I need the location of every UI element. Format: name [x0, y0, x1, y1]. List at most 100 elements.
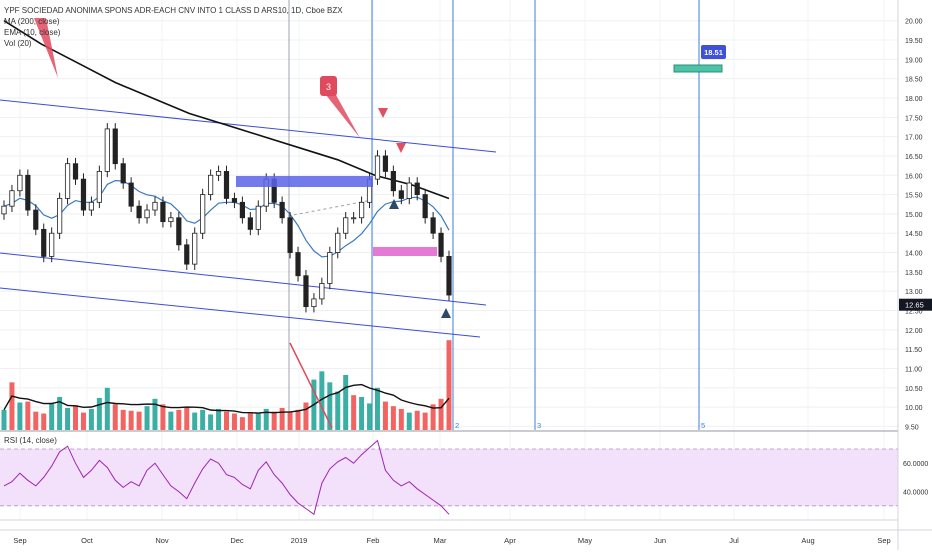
rsi-band [0, 449, 898, 506]
candle-body [358, 201, 365, 219]
candle-body [239, 201, 245, 219]
target-zone-rect [673, 64, 723, 73]
volume-bar [112, 404, 118, 430]
volume-bar [406, 412, 412, 430]
volume-bar [446, 340, 452, 430]
volume-bar [327, 382, 333, 430]
volume-bar [128, 410, 134, 430]
candle-body [49, 232, 55, 257]
candle-body [200, 194, 206, 234]
volume-bar [49, 403, 55, 430]
volume-bar [1, 409, 7, 430]
volume-bar [73, 405, 79, 430]
candle-body [374, 155, 381, 180]
price-tick-label: 13.50 [905, 270, 923, 277]
volume-bar [414, 410, 420, 430]
candle-body [335, 232, 341, 253]
down-arrow [396, 143, 406, 153]
volume-bar [192, 412, 198, 430]
volume-bar [247, 413, 253, 430]
symbol-title: YPF SOCIEDAD ANONIMA SPONS ADR-EACH CNV … [4, 6, 343, 15]
candle-body [25, 174, 31, 211]
marker-number: 5 [701, 421, 705, 430]
candle-body [160, 201, 166, 223]
candle-body [33, 209, 39, 230]
indicator-ema[interactable]: EMA (10, close) [4, 28, 61, 37]
rsi-series [3, 439, 450, 516]
volume-bar [104, 387, 110, 430]
volume-bar [184, 407, 190, 430]
volume-bar [168, 411, 174, 430]
marker-number: 2 [455, 421, 459, 430]
volume-bar [136, 411, 142, 430]
time-tick-label: Feb [367, 536, 380, 545]
volume-bar [33, 411, 39, 430]
target-label: 18.51 [704, 48, 723, 57]
price-tick-label: 10.00 [905, 405, 923, 412]
price-tick-label: 19.00 [905, 57, 923, 64]
channel-line [0, 287, 481, 338]
price-tick-label: 18.50 [905, 77, 923, 84]
volume-bar [438, 398, 444, 430]
candle-body [88, 201, 95, 211]
price-tick-label: 16.00 [905, 173, 923, 180]
price-tick-label: 20.00 [905, 19, 923, 26]
candle-body [168, 217, 174, 223]
time-tick-label: Jul [729, 536, 739, 545]
channel-line [0, 99, 497, 153]
volume-bar [343, 375, 349, 430]
volume-bar [208, 414, 214, 430]
price-tick-label: 17.00 [905, 135, 923, 142]
volume-bar [88, 408, 94, 430]
candle-body [398, 190, 404, 199]
callout-pointer [326, 95, 360, 138]
candle-body [136, 205, 142, 219]
rsi-tick-label: 60.0000 [903, 461, 928, 468]
channel-line [0, 252, 487, 306]
volume-bar [359, 397, 365, 430]
candle-body [152, 201, 158, 211]
volume-bar [255, 412, 261, 430]
time-tick-label: Aug [801, 536, 814, 545]
diagonal-pointer [289, 342, 333, 429]
candle-body [351, 217, 357, 220]
candle-body [446, 256, 452, 296]
rsi-pane [0, 439, 898, 521]
price-tick-label: 14.00 [905, 251, 923, 258]
dashed-trend [287, 199, 373, 217]
volume-bar [9, 382, 15, 430]
price-tick-label: 12.00 [905, 328, 923, 335]
rsi-title[interactable]: RSI (14, close) [4, 436, 57, 445]
candle-body [144, 209, 150, 219]
candle-body [64, 163, 71, 199]
volume-bar [390, 406, 396, 430]
volume-bar [176, 409, 182, 430]
grid [0, 0, 898, 520]
candle-body [176, 217, 182, 246]
rsi-tick-label: 40.0000 [903, 490, 928, 497]
ma200-series [3, 20, 450, 200]
candle-body [430, 217, 436, 234]
volume-bar [200, 409, 206, 430]
time-tick-label: Mar [434, 536, 447, 545]
candle-body [192, 232, 198, 265]
candle-body [1, 205, 7, 215]
candle-body [223, 171, 230, 199]
last-price-badge [899, 298, 932, 311]
indicator-vol[interactable]: Vol (20) [4, 39, 32, 48]
target-label-box [701, 45, 726, 59]
time-tick-label: 2019 [291, 536, 308, 545]
time-tick-label: Jun [654, 536, 666, 545]
volume-bar [295, 409, 301, 430]
time-tick-label: Sep [877, 536, 890, 545]
price-tick-label: 14.50 [905, 231, 923, 238]
candle-body [80, 178, 87, 211]
indicator-ma[interactable]: MA (200, close) [4, 17, 60, 26]
chart-legend: YPF SOCIEDAD ANONIMA SPONS ADR-EACH CNV … [4, 5, 343, 49]
volume-bar [367, 403, 373, 430]
volume-bar [17, 402, 23, 430]
volume-bar [382, 401, 388, 430]
